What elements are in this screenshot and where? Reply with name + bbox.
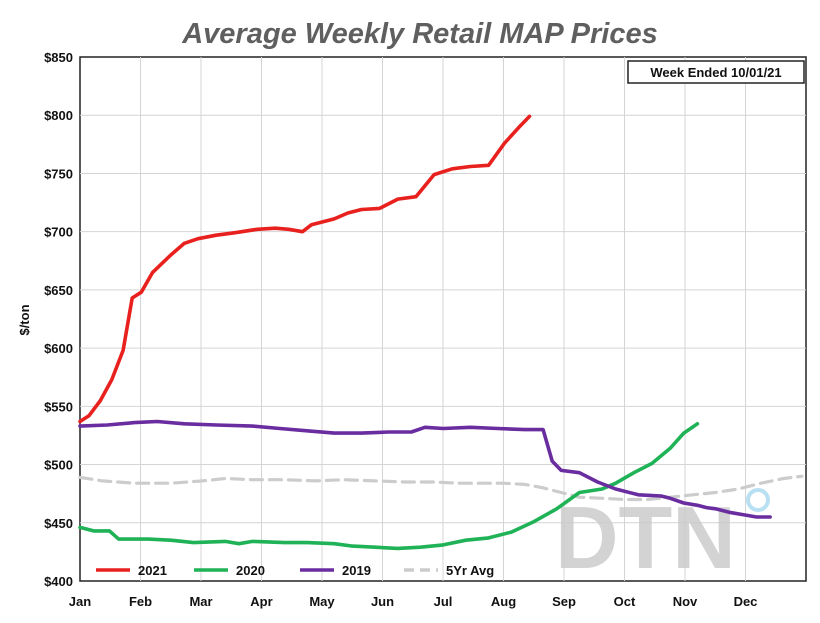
y-tick-label: $800: [44, 108, 73, 123]
y-tick-label: $400: [44, 574, 73, 589]
y-axis-label: $/ton: [17, 304, 32, 335]
series-line-2019: [78, 419, 772, 519]
x-tick-label: Jul: [434, 594, 453, 609]
x-tick-label: Mar: [189, 594, 212, 609]
y-tick-label: $500: [44, 458, 73, 473]
legend-label: 5Yr Avg: [446, 563, 494, 578]
y-tick-label: $650: [44, 283, 73, 298]
watermark-circle-icon: [746, 488, 770, 512]
x-tick-label: May: [309, 594, 335, 609]
x-tick-label: Sep: [552, 594, 576, 609]
x-tick-label: Jun: [371, 594, 394, 609]
y-tick-label: $600: [44, 341, 73, 356]
series-line-2020: [78, 421, 700, 551]
y-tick-label: $700: [44, 225, 73, 240]
chart-title: Average Weekly Retail MAP Prices: [181, 18, 658, 50]
series-layer: [78, 114, 804, 551]
legend: 2021 2020 2019 5Yr Avg: [96, 563, 494, 578]
x-tick-label: Aug: [491, 594, 516, 609]
y-tick-label: $850: [44, 50, 73, 65]
x-tick-label: Oct: [614, 594, 636, 609]
y-tick-label: $750: [44, 166, 73, 181]
y-axis-ticks: $400 $450 $500 $550 $600 $650 $700 $750 $800 $850: [44, 50, 73, 589]
week-ended-box: [627, 60, 805, 84]
x-tick-label: Feb: [129, 594, 152, 609]
y-tick-label: $450: [44, 516, 73, 531]
series-line-5yr-avg: [78, 474, 804, 502]
series-line-2021: [78, 114, 532, 424]
x-tick-label: Apr: [250, 594, 272, 609]
x-tick-label: Dec: [734, 594, 758, 609]
legend-label: 2021: [138, 563, 167, 578]
week-ended-annotation: Week Ended 10/01/21: [650, 65, 781, 80]
x-tick-label: Nov: [673, 594, 698, 609]
legend-label: 2020: [236, 563, 265, 578]
x-axis-ticks: Jan Feb Mar Apr May Jun Jul Aug Sep Oct Nov Dec: [69, 594, 758, 609]
gridlines: [80, 57, 806, 581]
dtn-watermark: DTN: [555, 488, 736, 587]
x-tick-label: Jan: [69, 594, 91, 609]
y-tick-label: $550: [44, 399, 73, 414]
legend-label: 2019: [342, 563, 371, 578]
